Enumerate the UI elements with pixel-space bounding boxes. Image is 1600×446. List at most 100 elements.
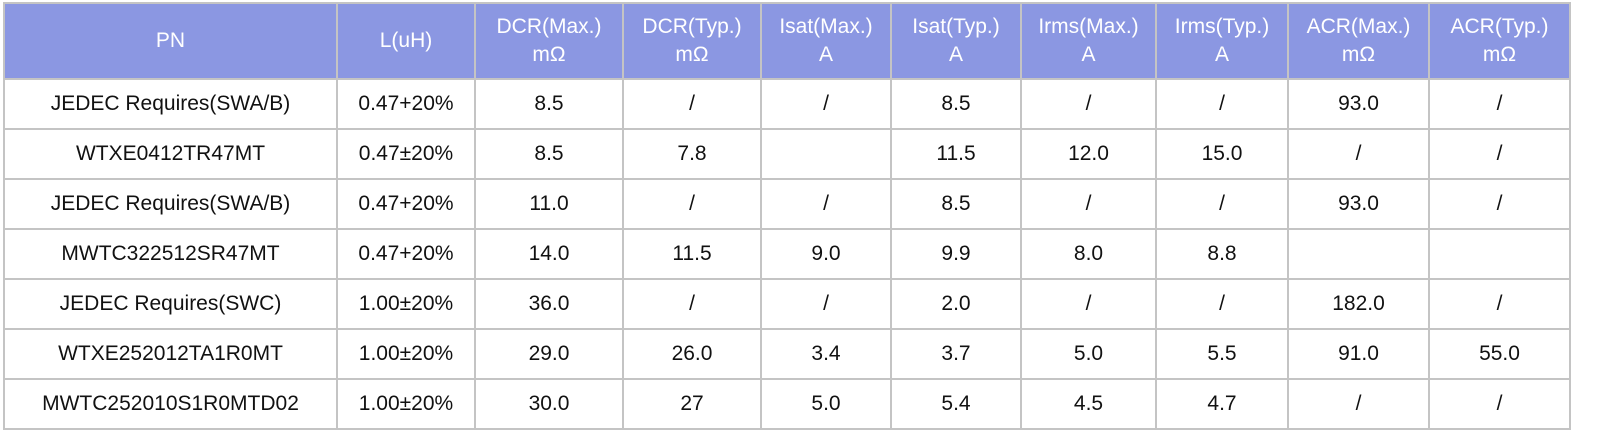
header-row: PN L(uH) DCR(Max.) mΩ DCR(Typ.) mΩ Isat(Max.) A… (3, 2, 1571, 80)
cell-value: 8.8 (1207, 242, 1237, 265)
cell-value: 29.0 (528, 342, 570, 365)
table-cell: 5.5 (1155, 328, 1289, 380)
header-text: L(uH) (379, 29, 433, 52)
table-cell: / (1428, 78, 1571, 130)
table-cell: / (760, 278, 892, 330)
table-cell: 3.7 (890, 328, 1022, 380)
cell-value: / (1219, 92, 1225, 115)
table-cell: / (1428, 378, 1571, 430)
cell-value: / (823, 92, 829, 115)
cell-value: 0.47+20% (358, 242, 454, 265)
part-number: JEDEC Requires(SWA/B) (50, 192, 291, 215)
table-cell: / (622, 278, 762, 330)
cell-value: 0.47±20% (358, 142, 454, 165)
header-text: A (818, 43, 833, 66)
cell-value: 4.7 (1207, 392, 1237, 415)
cell-value: / (689, 192, 695, 215)
table-cell: 0.47+20% (336, 178, 476, 230)
cell-value: 11.0 (529, 192, 569, 215)
table-cell: / (622, 178, 762, 230)
cell-value: / (1496, 392, 1503, 415)
table-row: JEDEC Requires(SWC) 1.00±20% 36.0 / / 2.0 / / 18… (3, 278, 1571, 330)
table-cell: 9.9 (890, 228, 1022, 280)
cell-value: 8.5 (534, 142, 564, 165)
table-cell: 8.5 (474, 128, 624, 180)
table-cell: / (760, 78, 892, 130)
header-text: mΩ (1341, 43, 1376, 66)
table-cell: / (622, 78, 762, 130)
table-cell: 1.00±20% (336, 378, 476, 430)
table-cell: MWTC322512SR47MT (3, 228, 338, 280)
header-text: Irms(Max.) (1038, 15, 1139, 38)
cell-value: 5.0 (1073, 342, 1104, 365)
part-number: MWTC252010S1R0MTD02 (42, 392, 299, 415)
part-number: WTXE0412TR47MT (75, 142, 266, 165)
table-cell: 15.0 (1155, 128, 1289, 180)
header-cell: ACR(Max.) mΩ (1287, 2, 1430, 80)
table-cell: JEDEC Requires(SWC) (3, 278, 338, 330)
table-cell: 5.0 (760, 378, 892, 430)
table-cell: / (1155, 78, 1289, 130)
table-cell: / (1155, 278, 1289, 330)
cell-value: / (1085, 292, 1092, 315)
table-cell: WTXE252012TA1R0MT (3, 328, 338, 380)
cell-value: 11.5 (936, 142, 976, 165)
table-cell: JEDEC Requires(SWA/B) (3, 178, 338, 230)
table-cell: WTXE0412TR47MT (3, 128, 338, 180)
cell-value: / (1355, 142, 1362, 165)
table-cell: 93.0 (1287, 78, 1430, 130)
part-number: WTXE252012TA1R0MT (58, 342, 283, 365)
table-cell: 2.0 (890, 278, 1022, 330)
part-number: MWTC322512SR47MT (61, 242, 280, 265)
table-cell: / (1428, 178, 1571, 230)
header-text: mΩ (675, 43, 709, 66)
header-text: DCR(Typ.) (642, 15, 742, 38)
header-text: Isat(Max.) (779, 15, 873, 38)
table-cell: 36.0 (474, 278, 624, 330)
cell-value: 36.0 (528, 292, 570, 315)
cell-value: 0.47+20% (358, 92, 454, 115)
cell-value: 8.5 (941, 192, 971, 215)
table-row: WTXE0412TR47MT 0.47±20% 8.5 7.8 11.5 12.0 15.0… (3, 128, 1571, 180)
table-cell: 9.0 (760, 228, 892, 280)
table-cell: 3.4 (760, 328, 892, 380)
cell-value: 9.9 (941, 242, 971, 265)
table-cell: / (1020, 278, 1157, 330)
header-text: Isat(Typ.) (912, 15, 1000, 38)
cell-value: 30.0 (528, 392, 570, 415)
table-cell: 8.5 (474, 78, 624, 130)
header-cell: Isat(Typ.) A (890, 2, 1022, 80)
spec-table: PN L(uH) DCR(Max.) mΩ DCR(Typ.) mΩ Isat(Max.) A… (3, 2, 1571, 430)
cell-value: / (1496, 192, 1503, 215)
cell-value: 93.0 (1338, 192, 1379, 215)
cell-value: 182.0 (1332, 292, 1385, 315)
table-cell: 5.0 (1020, 328, 1157, 380)
table-cell: / (1428, 278, 1571, 330)
table-cell (1428, 228, 1571, 280)
cell-value: 4.5 (1073, 392, 1104, 415)
table-body: JEDEC Requires(SWA/B) 0.47+20% 8.5 / / 8.5 / / 9… (3, 78, 1571, 430)
table-row: JEDEC Requires(SWA/B) 0.47+20% 11.0 / / 8.5 / /… (3, 178, 1571, 230)
table-cell: / (1287, 128, 1430, 180)
cell-value: 9.0 (811, 242, 841, 265)
header-cell: Irms(Typ.) A (1155, 2, 1289, 80)
cell-value: 12.0 (1068, 142, 1109, 165)
table-row: MWTC322512SR47MT 0.47+20% 14.0 11.5 9.0 9.9 8.… (3, 228, 1571, 280)
table-cell: 7.8 (622, 128, 762, 180)
cell-value: 15.0 (1201, 142, 1243, 165)
table-row: WTXE252012TA1R0MT 1.00±20% 29.0 26.0 3.4 3.7 5… (3, 328, 1571, 380)
header-cell: PN (3, 2, 338, 80)
cell-value: 7.8 (677, 142, 707, 165)
table-cell: / (1155, 178, 1289, 230)
table-cell (760, 128, 892, 180)
table-cell: 0.47+20% (336, 228, 476, 280)
cell-value: 91.0 (1338, 342, 1379, 365)
table-cell: 182.0 (1287, 278, 1430, 330)
table-cell: 4.7 (1155, 378, 1289, 430)
table-cell: 26.0 (622, 328, 762, 380)
table-cell: 93.0 (1287, 178, 1430, 230)
table-cell: / (1020, 178, 1157, 230)
table-cell: 8.0 (1020, 228, 1157, 280)
cell-value: 26.0 (671, 342, 713, 365)
